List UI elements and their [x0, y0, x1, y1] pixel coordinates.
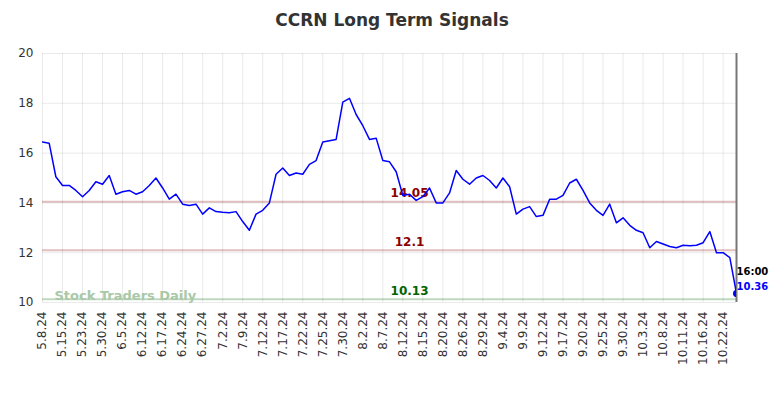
svg-text:9.9.24: 9.9.24 — [516, 312, 530, 350]
svg-text:10.22.24: 10.22.24 — [716, 312, 730, 365]
svg-text:9.17.24: 9.17.24 — [556, 312, 570, 358]
svg-text:7.9.24: 7.9.24 — [236, 312, 250, 350]
svg-text:10.3.24: 10.3.24 — [636, 312, 650, 358]
svg-text:8.20.24: 8.20.24 — [436, 312, 450, 358]
svg-text:7.2.24: 7.2.24 — [216, 312, 230, 350]
svg-text:5.15.24: 5.15.24 — [55, 312, 69, 358]
svg-text:7.22.24: 7.22.24 — [296, 312, 310, 358]
svg-text:10: 10 — [18, 295, 33, 309]
svg-text:6.24.24: 6.24.24 — [175, 312, 189, 358]
svg-text:18: 18 — [18, 96, 33, 110]
svg-text:8.26.24: 8.26.24 — [456, 312, 470, 358]
svg-text:6.12.24: 6.12.24 — [135, 312, 149, 358]
svg-text:6.27.24: 6.27.24 — [195, 312, 209, 358]
svg-text:7.17.24: 7.17.24 — [276, 312, 290, 358]
svg-text:9.30.24: 9.30.24 — [616, 312, 630, 358]
svg-text:9.12.24: 9.12.24 — [536, 312, 550, 358]
svg-text:6.17.24: 6.17.24 — [155, 312, 169, 358]
svg-text:9.25.24: 9.25.24 — [596, 312, 610, 358]
svg-text:8.7.24: 8.7.24 — [376, 312, 390, 350]
svg-text:8.15.24: 8.15.24 — [416, 312, 430, 358]
svg-text:10.16.24: 10.16.24 — [696, 312, 710, 365]
svg-text:16:00: 16:00 — [737, 266, 769, 277]
svg-text:7.25.24: 7.25.24 — [316, 312, 330, 358]
svg-text:7.30.24: 7.30.24 — [336, 312, 350, 358]
svg-text:5.30.24: 5.30.24 — [95, 312, 109, 358]
svg-text:5.8.24: 5.8.24 — [35, 312, 49, 350]
svg-text:16: 16 — [18, 146, 33, 160]
svg-text:8.12.24: 8.12.24 — [396, 312, 410, 358]
svg-text:8.29.24: 8.29.24 — [476, 312, 490, 358]
svg-text:10.11.24: 10.11.24 — [676, 312, 690, 365]
svg-text:6.5.24: 6.5.24 — [115, 312, 129, 350]
svg-text:14.05: 14.05 — [390, 186, 429, 201]
html-text:CCRN Long Term Signals: CCRN Long Term Signals — [275, 10, 509, 30]
svg-text:8.2.24: 8.2.24 — [356, 312, 370, 350]
svg-text:10.13: 10.13 — [391, 284, 429, 298]
svg-text:9.20.24: 9.20.24 — [576, 312, 590, 358]
svg-text:10.36: 10.36 — [737, 281, 769, 292]
svg-text:9.4.24: 9.4.24 — [496, 312, 510, 350]
svg-text:10.8.24: 10.8.24 — [656, 312, 670, 358]
svg-text:7.12.24: 7.12.24 — [256, 312, 270, 358]
svg-text:12.1: 12.1 — [395, 235, 425, 249]
svg-text:20: 20 — [18, 46, 33, 60]
svg-text:5.23.24: 5.23.24 — [75, 312, 89, 358]
svg-text:Stock Traders Daily: Stock Traders Daily — [55, 288, 197, 303]
svg-text:14: 14 — [18, 196, 33, 210]
svg-text:12: 12 — [18, 246, 33, 260]
